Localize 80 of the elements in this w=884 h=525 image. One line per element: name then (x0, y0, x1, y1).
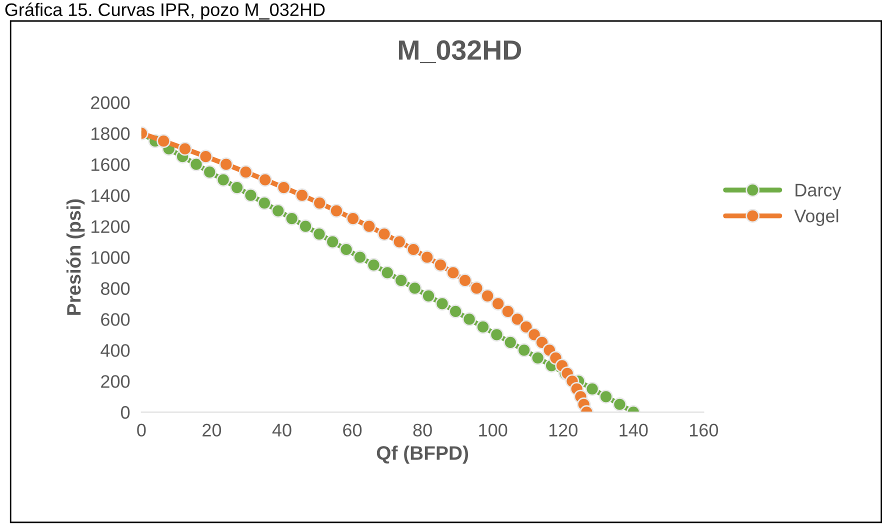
point (470, 281, 484, 296)
chart-title: M_032HD (399, 40, 522, 64)
point (258, 172, 272, 187)
point (312, 196, 327, 210)
point (392, 234, 406, 249)
text: Gráfica 15. Curvas IPR, pozo M_032HD (5, 2, 325, 20)
point (517, 343, 532, 358)
point (406, 242, 420, 256)
point (612, 397, 627, 412)
point (599, 390, 613, 404)
point (380, 266, 394, 280)
point (458, 274, 472, 288)
point (408, 281, 422, 296)
x-axis-title: Qf (BFPD) (376, 446, 468, 464)
point (422, 289, 436, 303)
point (202, 165, 217, 180)
y-tick-label: 600 (101, 313, 130, 326)
point (448, 304, 463, 318)
legend-label: Vogel (794, 209, 838, 226)
point (244, 188, 258, 202)
x-tick-label: 100 (479, 424, 508, 436)
x-tick-label: 140 (620, 424, 648, 436)
y-tick-label: 200 (101, 375, 130, 388)
point (503, 335, 518, 350)
point (284, 212, 299, 226)
point (510, 312, 524, 326)
point (189, 157, 204, 172)
point (490, 328, 504, 342)
y-tick-label: 2000 (91, 96, 130, 110)
point (435, 296, 450, 311)
x-tick-label: 20 (202, 424, 222, 436)
point (178, 142, 192, 156)
y-tick-label: 800 (100, 282, 130, 295)
point (219, 157, 234, 172)
point (295, 188, 309, 202)
point (362, 219, 376, 234)
x-tick-label: 80 (413, 424, 432, 436)
y-tick-label: 1400 (92, 189, 130, 202)
point (530, 350, 545, 365)
point (346, 212, 360, 226)
legend-label: Darcy (796, 184, 842, 200)
x-tick-label: 60 (343, 424, 362, 436)
point (198, 150, 213, 164)
point (434, 258, 448, 272)
point (585, 382, 600, 396)
point (462, 312, 476, 326)
point (500, 304, 515, 318)
point (216, 172, 230, 187)
point (326, 234, 340, 249)
point (366, 258, 381, 272)
point (394, 274, 408, 288)
point (519, 320, 534, 334)
y-tick-label: 400 (100, 344, 130, 357)
point (420, 250, 434, 264)
point (276, 180, 291, 194)
x-tick-label: 0 (137, 424, 146, 436)
point (330, 204, 344, 218)
point (230, 180, 244, 194)
x-tick-label: 40 (272, 424, 292, 436)
y-axis-title: Presión (psi) (66, 199, 85, 315)
x-tick-label: 120 (549, 424, 578, 436)
x-tick-label: 160 (690, 424, 718, 436)
point (446, 266, 460, 280)
point (353, 250, 367, 264)
point (339, 242, 354, 256)
point (298, 219, 312, 234)
point (257, 196, 272, 210)
point (312, 227, 326, 241)
point (476, 320, 490, 334)
point (156, 134, 171, 148)
y-tick-label: 0 (120, 406, 130, 419)
y-tick-label: 1600 (92, 158, 130, 172)
point (271, 204, 286, 218)
y-tick-label: 1000 (92, 251, 130, 264)
y-tick-label: 1800 (92, 127, 130, 140)
point (238, 165, 253, 180)
point (480, 289, 495, 303)
point (377, 227, 392, 241)
y-tick-label: 1200 (92, 220, 130, 233)
point (491, 296, 506, 311)
